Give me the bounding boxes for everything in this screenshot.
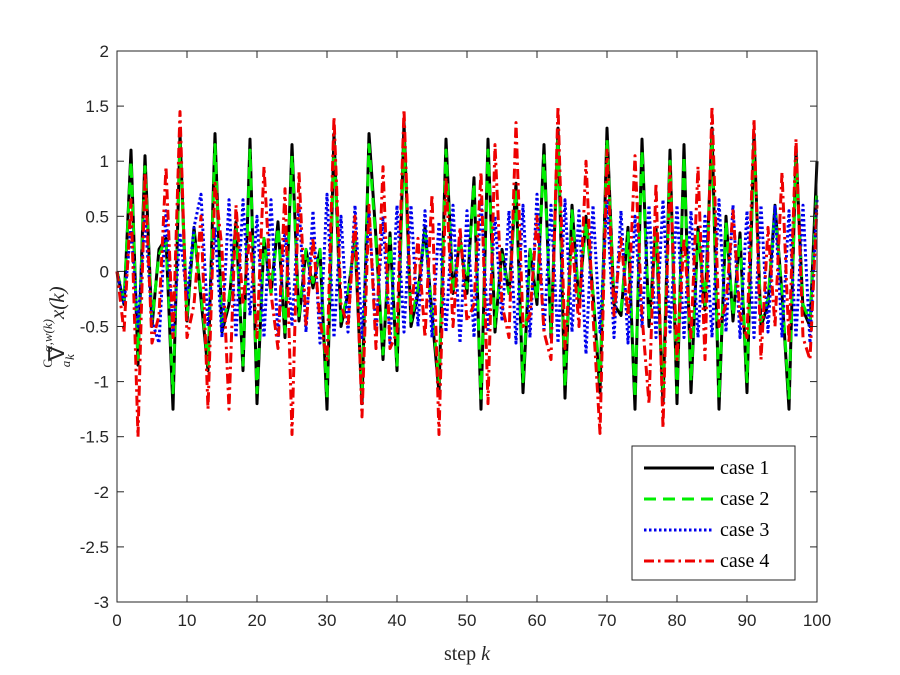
y-axis-label-xk: x(k): [45, 286, 69, 320]
y-axis-label-sup: α,w(k): [40, 319, 55, 352]
legend: case 1 case 2 case 3 case 4: [631, 445, 796, 581]
x-tick-label: 30: [318, 611, 337, 630]
y-axis-label-g: G: [40, 358, 55, 367]
x-tick-label: 80: [668, 611, 687, 630]
x-tick-label: 70: [598, 611, 617, 630]
y-tick-label: 0.5: [85, 207, 109, 226]
y-tick-label: -2: [94, 483, 109, 502]
y-tick-label: -2.5: [80, 538, 109, 557]
x-tick-label: 50: [458, 611, 477, 630]
x-tick-label: 20: [248, 611, 267, 630]
y-tick-label: -1: [94, 373, 109, 392]
series-line-4: [115, 104, 819, 439]
legend-label-1: case 1: [720, 457, 769, 479]
x-axis-label: step k: [444, 643, 491, 665]
y-axis-label-nabla: ∇: [44, 346, 69, 362]
legend-label-3: case 3: [720, 519, 769, 541]
series-line-3: [115, 192, 819, 356]
series-layer: [115, 104, 819, 439]
tick-layer: 0 10 20 30 40 50 60 70 80 90 100-3-2.5-2-1.5-1-0.5…: [80, 42, 831, 630]
legend-label-4: case 4: [720, 550, 769, 572]
x-tick-label: 10: [178, 611, 197, 630]
y-axis-label-k-sub: k: [62, 354, 77, 360]
series-line-2: [115, 137, 819, 400]
x-tick-label: 100: [803, 611, 831, 630]
y-tick-label: 1.5: [85, 97, 109, 116]
y-axis-label-a: a: [58, 360, 73, 367]
x-tick-label: 60: [528, 611, 547, 630]
x-tick-label: 90: [738, 611, 757, 630]
y-tick-label: 2: [100, 42, 109, 61]
y-tick-label: -3: [94, 593, 109, 612]
y-tick-label: -0.5: [80, 318, 109, 337]
x-axis-label-prefix: step: [444, 643, 481, 665]
x-tick-label: 0: [112, 611, 121, 630]
y-tick-label: 0: [100, 262, 109, 281]
x-axis-label-var: k: [481, 643, 491, 665]
x-tick-label: 40: [388, 611, 407, 630]
y-tick-label: -1.5: [80, 428, 109, 447]
legend-label-2: case 2: [720, 488, 769, 510]
y-tick-label: 1: [100, 152, 109, 171]
